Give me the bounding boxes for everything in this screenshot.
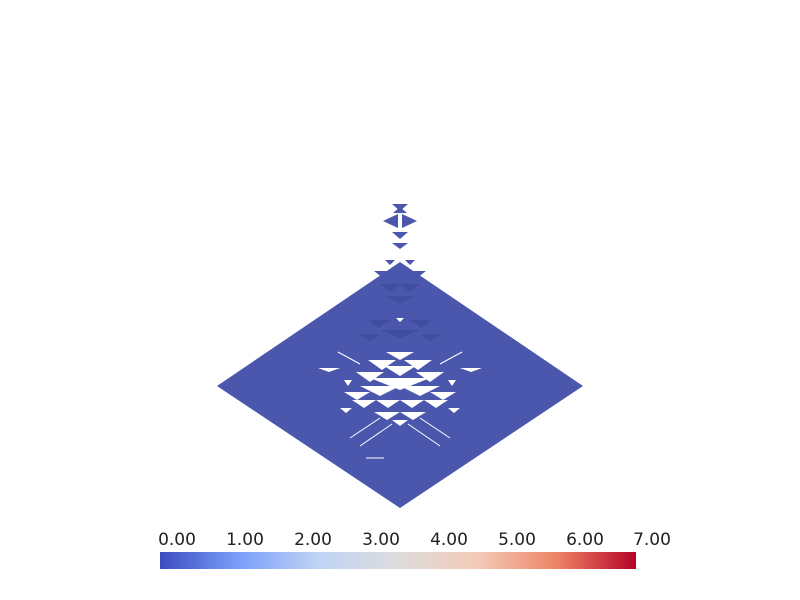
colorbar-tick-label: 3.00 <box>362 530 400 550</box>
fragment <box>408 271 426 278</box>
fragment <box>393 207 407 213</box>
mesh-cracks <box>337 351 463 459</box>
fragment <box>383 214 398 228</box>
colorbar-gradient <box>160 552 636 569</box>
colorbar-tick-label: 7.00 <box>633 530 671 550</box>
surface-shading <box>360 284 440 342</box>
colorbar-tick-label: 0.00 <box>158 530 196 550</box>
fragment <box>392 232 408 239</box>
colorbar-tick-label: 4.00 <box>430 530 468 550</box>
colorbar-tick-label: 6.00 <box>566 530 604 550</box>
fragment <box>374 271 392 278</box>
colorbar-tick-label: 5.00 <box>498 530 536 550</box>
colorbar-tick-label: 2.00 <box>294 530 332 550</box>
colorbar-tick-label: 1.00 <box>226 530 264 550</box>
floating-fragments <box>374 204 426 278</box>
colorbar-tick-labels: 0.00 1.00 2.00 3.00 4.00 5.00 6.00 7.00 <box>0 530 800 552</box>
fragment <box>402 214 417 228</box>
fragment <box>392 243 408 249</box>
fragment <box>385 260 395 265</box>
fragment <box>405 260 415 265</box>
mesh-holes <box>318 318 482 426</box>
